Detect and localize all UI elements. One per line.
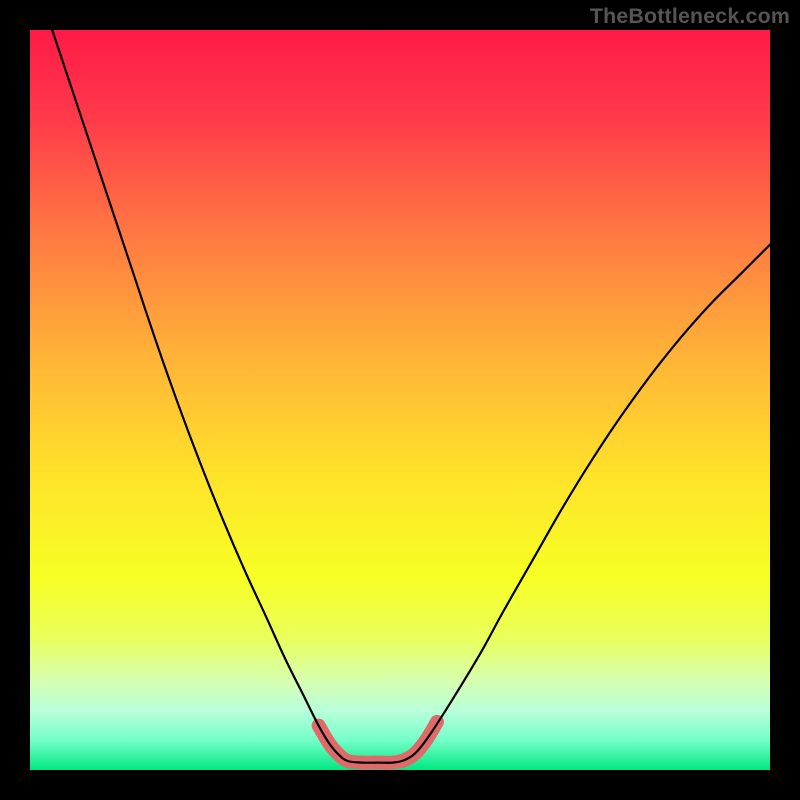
bottleneck-chart <box>0 0 800 800</box>
chart-background <box>30 30 770 770</box>
watermark-text: TheBottleneck.com <box>590 4 790 29</box>
chart-container: TheBottleneck.com <box>0 0 800 800</box>
